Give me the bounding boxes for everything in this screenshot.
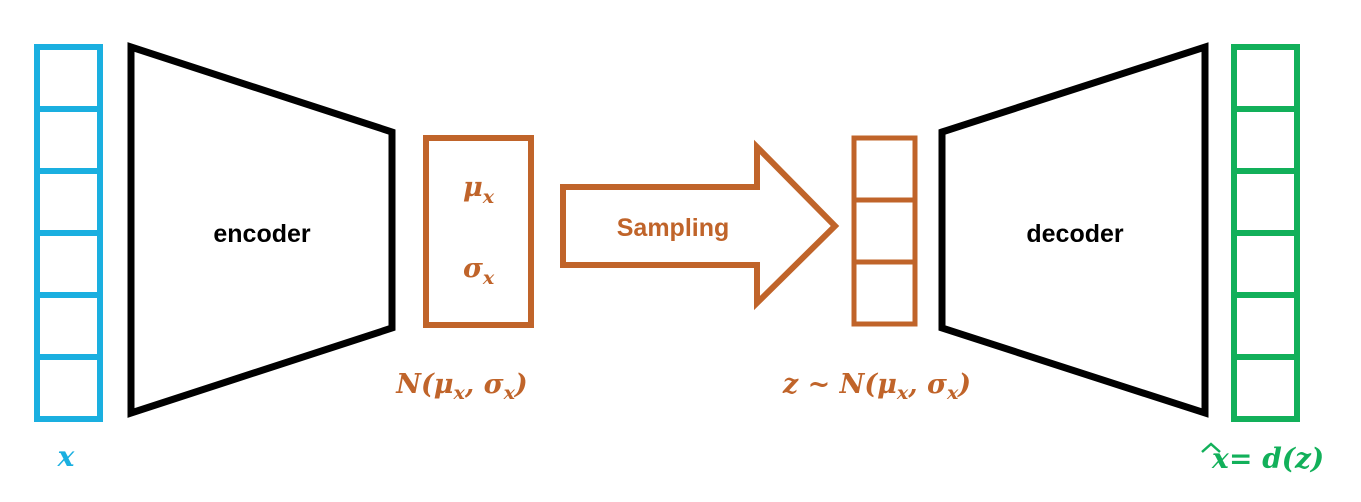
output-label-rest: = d(z) <box>1229 442 1324 475</box>
input-cell <box>34 354 103 422</box>
output-cell <box>1231 354 1300 422</box>
latent-cell <box>851 197 918 265</box>
input-cell <box>34 44 103 112</box>
output-cell <box>1231 292 1300 360</box>
latent-cell <box>851 259 918 327</box>
output-label: x = d(z) <box>1201 442 1324 475</box>
input-cell <box>34 230 103 298</box>
distribution-box <box>423 135 534 328</box>
output-label-hat-char: x <box>1211 442 1229 475</box>
latent-caption: z ~ N(μx, σx) <box>782 369 971 404</box>
distribution-caption: N(μx, σx) <box>395 369 527 404</box>
latent-vector <box>851 135 918 327</box>
latent-cell <box>851 135 918 203</box>
input-vector <box>34 44 103 422</box>
output-cell <box>1231 230 1300 298</box>
output-cell <box>1231 106 1300 174</box>
input-label: x <box>57 440 75 473</box>
input-cell <box>34 106 103 174</box>
sigma-label: σx <box>463 253 495 289</box>
encoder-trapezoid <box>127 42 396 418</box>
sampling-arrow <box>560 139 840 311</box>
hat-accent <box>1201 442 1221 453</box>
output-cell <box>1231 44 1300 112</box>
mu-label: μx <box>463 172 495 208</box>
output-vector <box>1231 44 1300 422</box>
input-cell <box>34 168 103 236</box>
input-cell <box>34 292 103 360</box>
decoder-label: decoder <box>1026 220 1124 248</box>
decoder-trapezoid <box>938 42 1209 418</box>
encoder-label: encoder <box>213 220 311 248</box>
output-cell <box>1231 168 1300 236</box>
sampling-label: Sampling <box>617 214 730 242</box>
